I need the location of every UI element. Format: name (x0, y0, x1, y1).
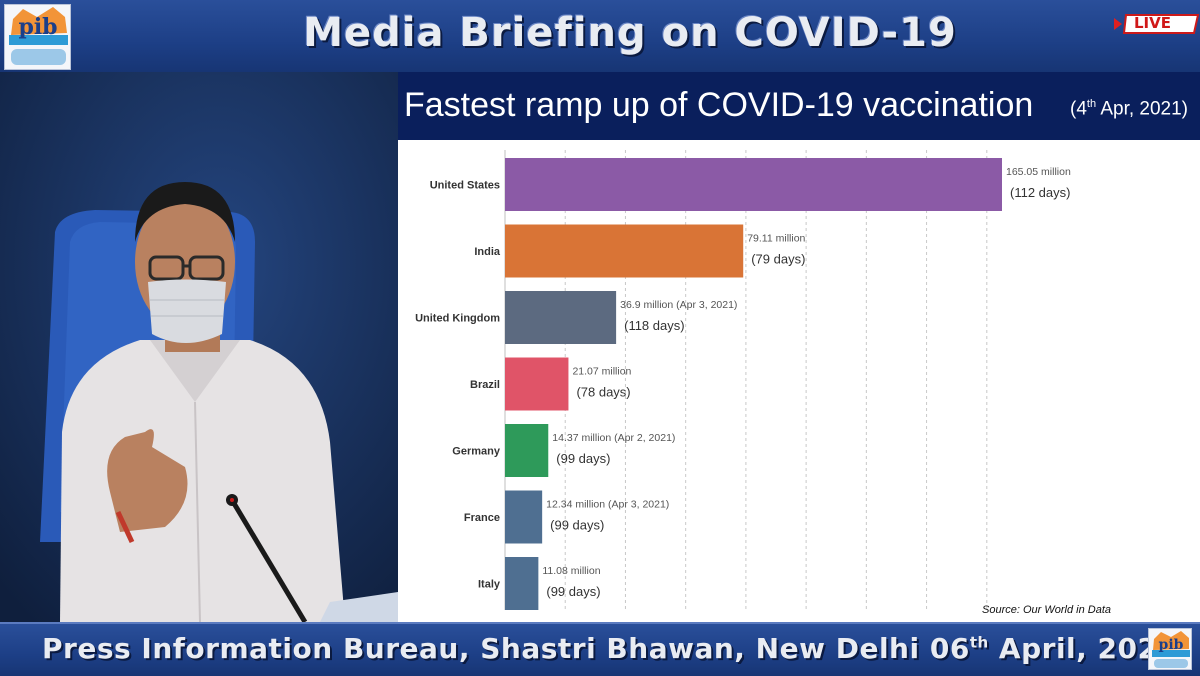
days-label-united-kingdom: (118 days) (624, 318, 684, 333)
chart-area: United States 165.05 million (112 days) Ind… (398, 140, 1200, 622)
days-label-united-states: (112 days) (1010, 185, 1070, 200)
value-label-italy: 11.08 million (542, 565, 600, 577)
live-badge: LIVE (1112, 12, 1200, 36)
live-play-icon (1114, 18, 1122, 30)
chart-title: Fastest ramp up of COVID-19 vaccination (404, 86, 1034, 124)
category-label-brazil: Brazil (470, 379, 500, 391)
bar-germany (505, 424, 549, 477)
value-label-brazil: 21.07 million (572, 366, 631, 378)
live-label: LIVE (1134, 14, 1171, 32)
footer-pib-logo: pib (1148, 628, 1192, 670)
category-label-france: France (464, 512, 500, 524)
category-label-united-states: United States (430, 180, 500, 192)
svg-text:pib: pib (1159, 637, 1184, 653)
bar-italy (505, 557, 539, 610)
bottom-banner: Press Information Bureau, Shastri Bhawan… (0, 622, 1200, 676)
bar-france (505, 490, 543, 544)
days-label-france: (99 days) (550, 518, 604, 533)
pib-logo-small-icon: pib (1152, 631, 1190, 668)
vaccination-bar-chart: United States 165.05 million (112 days) Ind… (415, 150, 1071, 610)
category-label-united-kingdom: United Kingdom (415, 313, 500, 325)
speaker-video (0, 72, 398, 622)
pib-logo-icon: pib (9, 7, 68, 65)
category-label-italy: Italy (478, 579, 501, 591)
pib-logo: pib (4, 4, 71, 70)
footer-text: Press Information Bureau, Shastri Bhawan… (42, 632, 1178, 665)
chart-date: (4th Apr, 2021) (1070, 98, 1188, 120)
value-label-united-states: 165.05 million (1006, 166, 1071, 178)
category-label-india: India (474, 246, 501, 258)
days-label-germany: (99 days) (556, 451, 610, 466)
bar-united-kingdom (505, 291, 617, 344)
days-label-italy: (99 days) (546, 584, 600, 599)
days-label-brazil: (78 days) (576, 385, 630, 400)
days-label-india: (79 days) (751, 252, 805, 267)
briefing-title: Media Briefing on COVID-19 (303, 10, 957, 56)
chart-title-bar: Fastest ramp up of COVID-19 vaccination … (398, 72, 1200, 140)
value-label-germany: 14.37 million (Apr 2, 2021) (552, 432, 675, 444)
category-label-germany: Germany (452, 446, 501, 458)
bar-brazil (505, 357, 569, 411)
value-label-united-kingdom: 36.9 million (Apr 3, 2021) (620, 299, 737, 311)
source-note: Source: Our World in Data (982, 604, 1111, 616)
top-banner: pib Media Briefing on COVID-19 LIVE (0, 0, 1200, 72)
value-label-france: 12.34 million (Apr 3, 2021) (546, 499, 669, 511)
value-label-india: 79.11 million (747, 233, 805, 245)
speaker-image (0, 72, 398, 622)
bar-united-states (505, 158, 1002, 211)
bar-india (505, 224, 744, 278)
svg-text:pib: pib (18, 14, 57, 40)
